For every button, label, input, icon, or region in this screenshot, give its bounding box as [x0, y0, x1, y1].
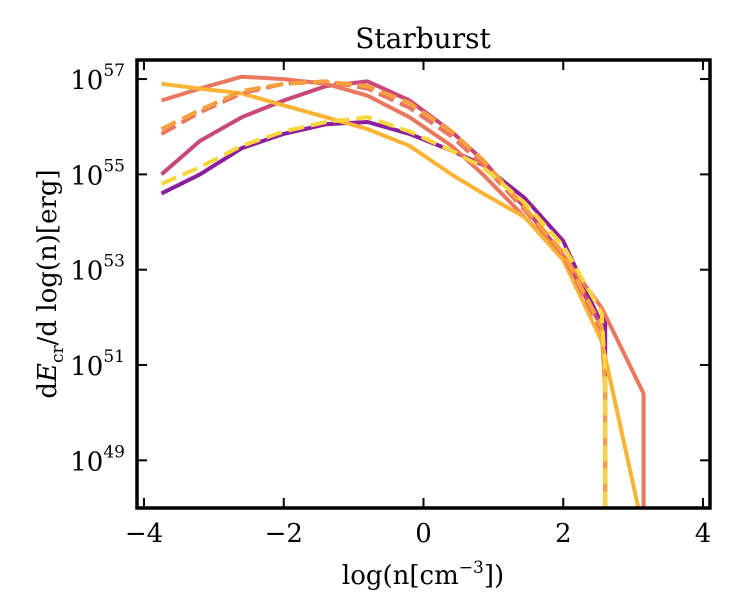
x-axis-label-post: ])	[484, 561, 504, 591]
series-layer	[160, 74, 646, 508]
series-line-dashed-orange-upper	[160, 79, 608, 508]
series-line-dashed-coral	[160, 79, 608, 390]
y-tick-label: 1053	[70, 252, 125, 287]
x-tick-label: −2	[265, 519, 303, 549]
series-line-solid-purple	[160, 120, 608, 508]
y-tick-label: 1057	[70, 61, 125, 96]
x-axis-label: log(n[cm−3])	[342, 558, 504, 591]
y-axis-label-d: d	[33, 382, 63, 399]
y-axis-label: dEcr/d log(n)[erg]	[33, 169, 68, 398]
y-axis-label-rest: /d log(n)[erg]	[33, 169, 63, 345]
x-axis-label-pre: log(n[cm	[342, 561, 459, 591]
y-tick-label: 1055	[70, 156, 125, 191]
y-tick-label: 1051	[70, 347, 125, 382]
series-line-dashed-yellow-lower	[160, 115, 608, 508]
x-tick-label: −4	[125, 519, 163, 549]
x-tick-label: 0	[415, 519, 432, 549]
y-tick-label: 1049	[70, 442, 125, 477]
plot-frame	[135, 58, 712, 510]
y-axis-label-cr: cr	[48, 345, 68, 364]
chart-title: Starburst	[355, 22, 491, 55]
y-axis-label-e: E	[33, 363, 63, 383]
x-tick-label: 4	[695, 519, 712, 549]
series-line-solid-orange	[161, 81, 641, 508]
x-axis-label-sup: −3	[459, 558, 484, 578]
x-tick-label: 2	[555, 519, 572, 549]
tick-layer: −4 −2 0 2 4 1049 1051 1053 1055 1057	[70, 60, 711, 549]
